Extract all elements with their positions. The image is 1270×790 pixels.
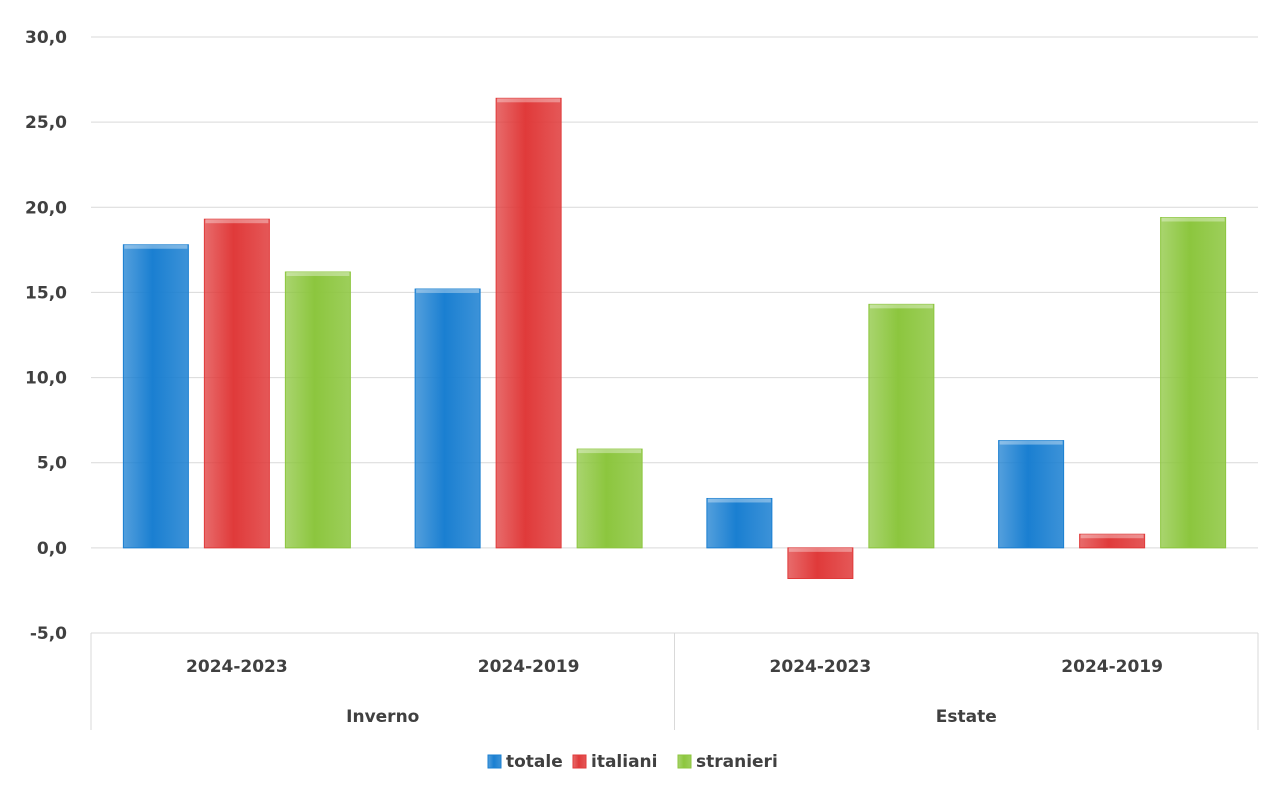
x-category-label: 2024-2023 xyxy=(186,657,288,677)
legend-swatch-italiani xyxy=(572,754,587,769)
bar-italiani[interactable] xyxy=(203,218,270,549)
bar-stranieri[interactable] xyxy=(1160,217,1227,549)
bar-highlight xyxy=(1161,217,1225,222)
x-category-label: 2024-2019 xyxy=(478,657,580,677)
bar-stranieri[interactable] xyxy=(576,448,643,549)
y-tick-label: 20,0 xyxy=(25,198,67,218)
bar-italiani[interactable] xyxy=(1079,533,1146,549)
y-tick-label: -5,0 xyxy=(30,624,67,644)
bar-highlight xyxy=(788,547,852,552)
legend-swatch-stranieri xyxy=(677,754,692,769)
bar-highlight xyxy=(578,449,642,454)
x-category-label: 2024-2019 xyxy=(1061,657,1163,677)
legend-label-totale: totale xyxy=(506,752,563,772)
bar-highlight xyxy=(497,98,561,103)
y-tick-label: 30,0 xyxy=(25,28,67,48)
bar-stranieri[interactable] xyxy=(284,271,351,549)
legend-swatch-totale xyxy=(487,754,502,769)
bar-highlight xyxy=(205,219,269,224)
y-tick-label: 15,0 xyxy=(25,283,67,303)
y-tick-label: 5,0 xyxy=(37,454,67,474)
x-category-label: 2024-2023 xyxy=(770,657,872,677)
bar-italiani[interactable] xyxy=(495,97,562,549)
bar-highlight xyxy=(124,244,188,249)
bar-highlight xyxy=(416,289,480,294)
bar-stranieri[interactable] xyxy=(868,303,935,549)
bar-totale[interactable] xyxy=(998,440,1065,549)
legend-label-italiani: italiani xyxy=(591,752,657,772)
bar-italiani[interactable] xyxy=(787,547,854,580)
x-group-label: Estate xyxy=(936,707,997,727)
legend-label-stranieri: stranieri xyxy=(696,752,778,772)
bar-highlight xyxy=(869,304,933,309)
bar-totale[interactable] xyxy=(414,288,481,549)
y-tick-label: 0,0 xyxy=(37,539,67,559)
bar-highlight xyxy=(707,498,771,503)
y-tick-label: 25,0 xyxy=(25,113,67,133)
bar-highlight xyxy=(1080,534,1144,539)
bar-totale[interactable] xyxy=(706,497,773,549)
bar-highlight xyxy=(286,271,350,276)
x-group-label: Inverno xyxy=(346,707,419,727)
bar-highlight xyxy=(999,440,1063,445)
bar-totale[interactable] xyxy=(122,244,189,549)
y-tick-label: 10,0 xyxy=(25,369,67,389)
